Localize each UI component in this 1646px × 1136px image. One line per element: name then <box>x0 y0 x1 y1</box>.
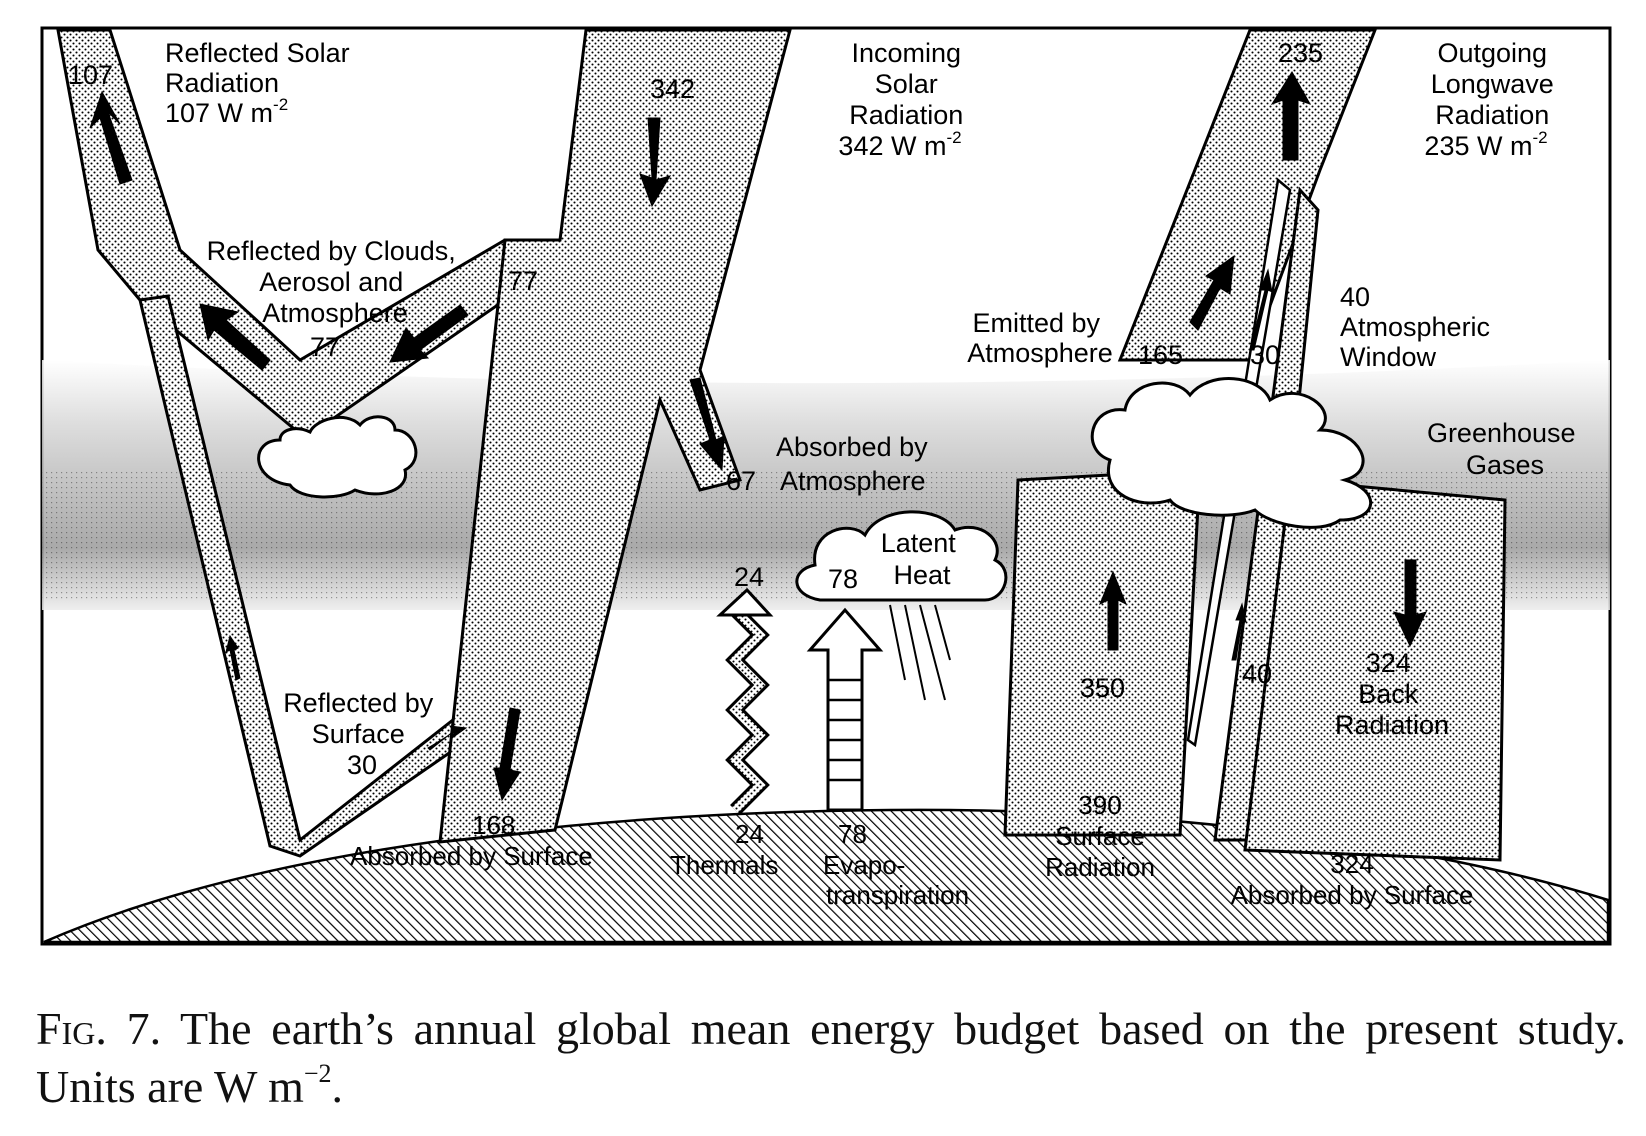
arrow-reflected-up <box>89 90 133 185</box>
cloud-latent-heat <box>795 510 1008 701</box>
absorbed-left-value: 168 <box>472 810 515 840</box>
evapotranspiration-arrow <box>806 607 884 812</box>
absorbed-right-value: 324 <box>1330 849 1373 879</box>
energy-budget-diagram: Reflected Solar Radiation 107 W m-2 107 … <box>40 26 1612 946</box>
reflected-solar-label: Reflected Solar Radiation 107 W m-2 <box>165 38 357 128</box>
reflected-solar-value: 107 <box>68 60 113 90</box>
figure-caption: Fig. 7. The earth’s annual global mean e… <box>36 1000 1626 1116</box>
emitted-cloud-value: 30 <box>1250 340 1280 370</box>
cloud-right <box>1090 377 1373 529</box>
emitted-atmosphere-label: Emitted by Atmosphere <box>967 308 1113 368</box>
greenhouse-label: Greenhouse Gases <box>1427 418 1583 480</box>
ground-labels: 168 Absorbed by Surface 24 Thermals 78 E… <box>350 790 1473 910</box>
thermals-value: 24 <box>735 819 764 849</box>
reflected-clouds-label: Reflected by Clouds, Aerosol and Atmosph… <box>207 236 464 328</box>
evapo-label-2: transpiration <box>826 880 969 910</box>
arrow-emitted-up <box>1189 254 1235 331</box>
surface-radiation-label-2: Radiation <box>1045 852 1155 882</box>
reflected-surface-label: Reflected by Surface 30 <box>283 688 441 780</box>
surface-radiation-label-1: Surface <box>1055 821 1145 851</box>
absorbed-right-label: Absorbed by Surface <box>1231 880 1474 910</box>
outgoing-longwave-label: Outgoing Longwave Radiation 235 W m-2 <box>1424 38 1561 161</box>
incoming-solar-label: Incoming Solar Radiation 342 W m-2 <box>838 38 970 161</box>
cloud-left <box>257 415 418 499</box>
thermals-arrowhead <box>716 587 774 617</box>
incoming-solar-value: 342 <box>650 74 695 104</box>
absorbed-left-label: Absorbed by Surface <box>350 841 593 871</box>
arrow-clouds-left <box>199 303 271 371</box>
atmospheric-window-label: Atmospheric Window <box>1340 312 1498 372</box>
earth-surface <box>43 808 1610 944</box>
absorbed-atmosphere-value: 67 <box>726 466 756 496</box>
latent-heat-value: 78 <box>828 564 858 594</box>
arrow-350-up <box>1099 570 1127 651</box>
caption-text: The earth’s annual global mean energy bu… <box>36 1003 1627 1112</box>
atmospheric-window-value: 40 <box>1340 282 1370 312</box>
latent-heat-label: Latent Heat <box>881 528 964 590</box>
caption-end: . <box>331 1061 344 1112</box>
caption-fig-number: 7. <box>126 1003 162 1054</box>
emitted-atmosphere-value: 165 <box>1138 340 1183 370</box>
arrow-incoming-down <box>639 117 672 208</box>
reflected-clouds-arm-value: 77 <box>508 266 538 296</box>
arrow-clouds-down <box>389 304 469 363</box>
arrow-surface-reflect-up <box>225 634 241 681</box>
caption-unit-sup: −2 <box>303 1059 332 1088</box>
arrows <box>89 71 1427 802</box>
window-low-value: 40 <box>1242 659 1272 689</box>
reflected-clouds-value: 77 <box>310 332 340 362</box>
caption-fig-label: Fig. <box>36 1003 107 1054</box>
evapo-value: 78 <box>838 819 867 849</box>
arrow-surface-reflect-diag <box>427 725 468 751</box>
surface-up-value: 350 <box>1080 673 1125 703</box>
arrow-window-thin <box>1249 268 1273 351</box>
outgoing-longwave-value: 235 <box>1278 38 1323 68</box>
arrow-window-thin2 <box>1231 602 1247 661</box>
surface-radiation-value: 390 <box>1078 790 1121 820</box>
back-radiation-band <box>1243 478 1507 862</box>
arrow-absorbed-surface <box>493 707 521 802</box>
thermals-top-value: 24 <box>734 562 764 592</box>
surface-radiation-band <box>1003 468 1202 837</box>
back-radiation-label: 324 Back Radiation <box>1335 648 1449 740</box>
thermals-label: Thermals <box>670 850 778 880</box>
evapo-label-1: Evapo- <box>823 850 905 880</box>
absorbed-atmosphere-label: Absorbed by Atmosphere <box>776 432 935 496</box>
incoming-solar-band <box>438 28 792 844</box>
arrow-outgoing-up <box>1270 71 1312 161</box>
arrow-absorbed-atmo <box>689 377 725 472</box>
arrow-324-down <box>1393 559 1427 648</box>
